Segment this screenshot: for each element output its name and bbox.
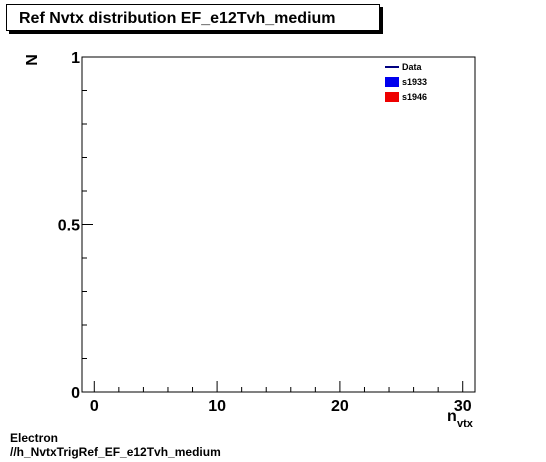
legend-label-s1946: s1946 [402,92,427,102]
footer-line-2: //h_NvtxTrigRef_EF_e12Tvh_medium [10,445,221,459]
legend-label-data: Data [402,62,423,72]
x-tick-label: 0 [90,398,99,415]
chart-title: Ref Nvtx distribution EF_e12Tvh_medium [6,4,380,31]
legend-swatch-s1933 [385,77,399,87]
footer-line-1: Electron [10,431,59,445]
footer: Electron //h_NvtxTrigRef_EF_e12Tvh_mediu… [10,431,221,459]
y-axis-label: N [24,54,41,66]
legend-label-s1933: s1933 [402,77,427,87]
x-tick-label: 30 [454,398,472,415]
y-tick-label: 0 [71,385,80,402]
y-tick-label: 1 [71,50,80,67]
x-tick-label: 10 [208,398,226,415]
y-tick-label: 0.5 [58,218,80,235]
plot-frame [81,56,476,393]
x-tick-label: 20 [331,398,349,415]
x-axis-label-subscript: vtx [457,418,474,430]
x-axis-label: n [447,408,457,425]
legend-swatch-s1946 [385,92,399,102]
